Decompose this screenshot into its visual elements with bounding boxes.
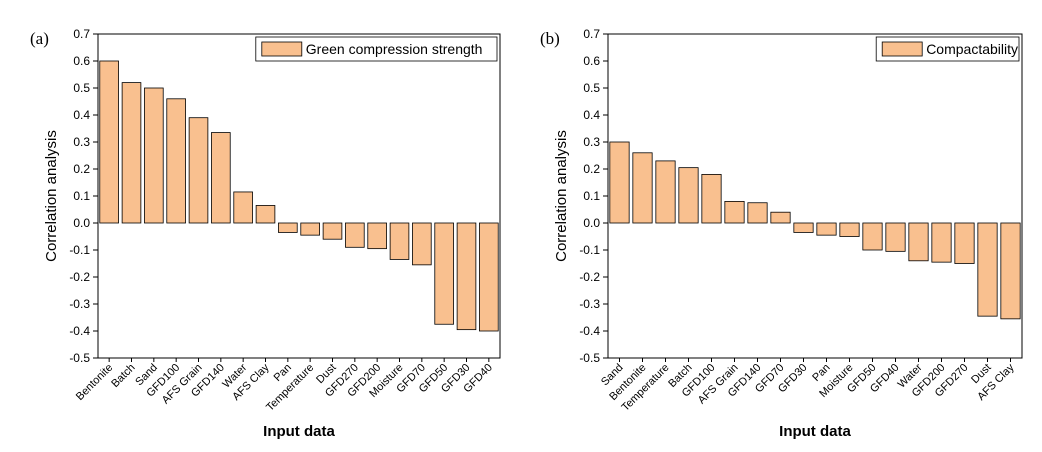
y-tick-label: 0.5 <box>73 81 90 95</box>
panel-label: (a) <box>30 29 49 48</box>
bar <box>233 191 253 224</box>
y-tick-label: 0.4 <box>73 108 90 122</box>
legend-box <box>875 36 1020 62</box>
bar <box>862 222 883 251</box>
y-tick-label: 0.1 <box>73 189 90 203</box>
bar <box>121 82 142 224</box>
bar <box>885 222 906 252</box>
y-tick-label: 0.7 <box>73 27 90 41</box>
y-tick-label: 0.4 <box>583 108 600 122</box>
bar <box>747 202 768 224</box>
y-axis-label: Correlation analysis <box>43 130 60 262</box>
y-tick-label: -0.4 <box>69 324 90 338</box>
bar <box>816 222 837 236</box>
y-tick-label: 0.1 <box>583 189 600 203</box>
y-tick-label: -0.3 <box>69 297 90 311</box>
y-tick-label: 0.2 <box>583 162 600 176</box>
bar <box>701 173 722 224</box>
y-tick-label: 0.6 <box>73 54 90 68</box>
bar <box>144 87 164 224</box>
bar <box>632 152 653 224</box>
bar <box>609 141 630 224</box>
y-tick-label: 0.6 <box>583 54 600 68</box>
y-tick-label: 0.3 <box>73 135 90 149</box>
y-tick-label: 0.3 <box>583 135 600 149</box>
y-tick-label: -0.2 <box>69 270 90 284</box>
bar <box>345 222 365 248</box>
bar <box>479 222 499 332</box>
bar <box>456 222 477 331</box>
bar <box>166 98 186 224</box>
y-tick-label: -0.1 <box>579 243 600 257</box>
bar <box>389 222 410 260</box>
plot-frame <box>607 33 1023 359</box>
bar <box>99 60 119 224</box>
bar <box>908 222 929 262</box>
plot-frame <box>97 33 501 359</box>
bar <box>977 222 998 317</box>
bar <box>770 211 791 224</box>
bar <box>300 222 320 236</box>
y-tick-label: -0.5 <box>69 351 90 365</box>
y-tick-label: -0.3 <box>579 297 600 311</box>
x-axis-label: Input data <box>779 423 851 440</box>
bar <box>1000 222 1021 320</box>
bar <box>724 200 745 224</box>
y-tick-label: 0.0 <box>73 216 90 230</box>
bar <box>211 132 231 224</box>
bar <box>412 222 432 266</box>
x-tick-label: Batch <box>109 362 137 390</box>
y-tick-label: 0.7 <box>583 27 600 41</box>
y-tick-label: -0.5 <box>579 351 600 365</box>
y-tick-label: 0.5 <box>583 81 600 95</box>
bar <box>322 222 343 240</box>
bar <box>367 222 387 250</box>
bar <box>655 160 676 224</box>
legend-swatch <box>261 41 303 57</box>
bar <box>954 222 975 264</box>
bar <box>839 222 860 237</box>
bar <box>278 222 298 233</box>
y-tick-label: 0.0 <box>583 216 600 230</box>
legend-label: Green compression strength <box>306 41 483 57</box>
bar <box>931 222 952 263</box>
bar <box>678 167 699 224</box>
bar <box>255 205 276 224</box>
legend-label: Compactability <box>926 41 1018 57</box>
legend-swatch <box>881 41 923 57</box>
panel-label: (b) <box>540 29 560 48</box>
bar <box>188 117 209 224</box>
bar <box>434 222 454 325</box>
y-axis-label: Correlation analysis <box>553 130 570 262</box>
y-tick-label: -0.1 <box>69 243 90 257</box>
x-axis-label: Input data <box>263 423 335 440</box>
y-tick-label: 0.2 <box>73 162 90 176</box>
y-tick-label: -0.2 <box>579 270 600 284</box>
bar <box>793 222 814 233</box>
y-tick-label: -0.4 <box>579 324 600 338</box>
